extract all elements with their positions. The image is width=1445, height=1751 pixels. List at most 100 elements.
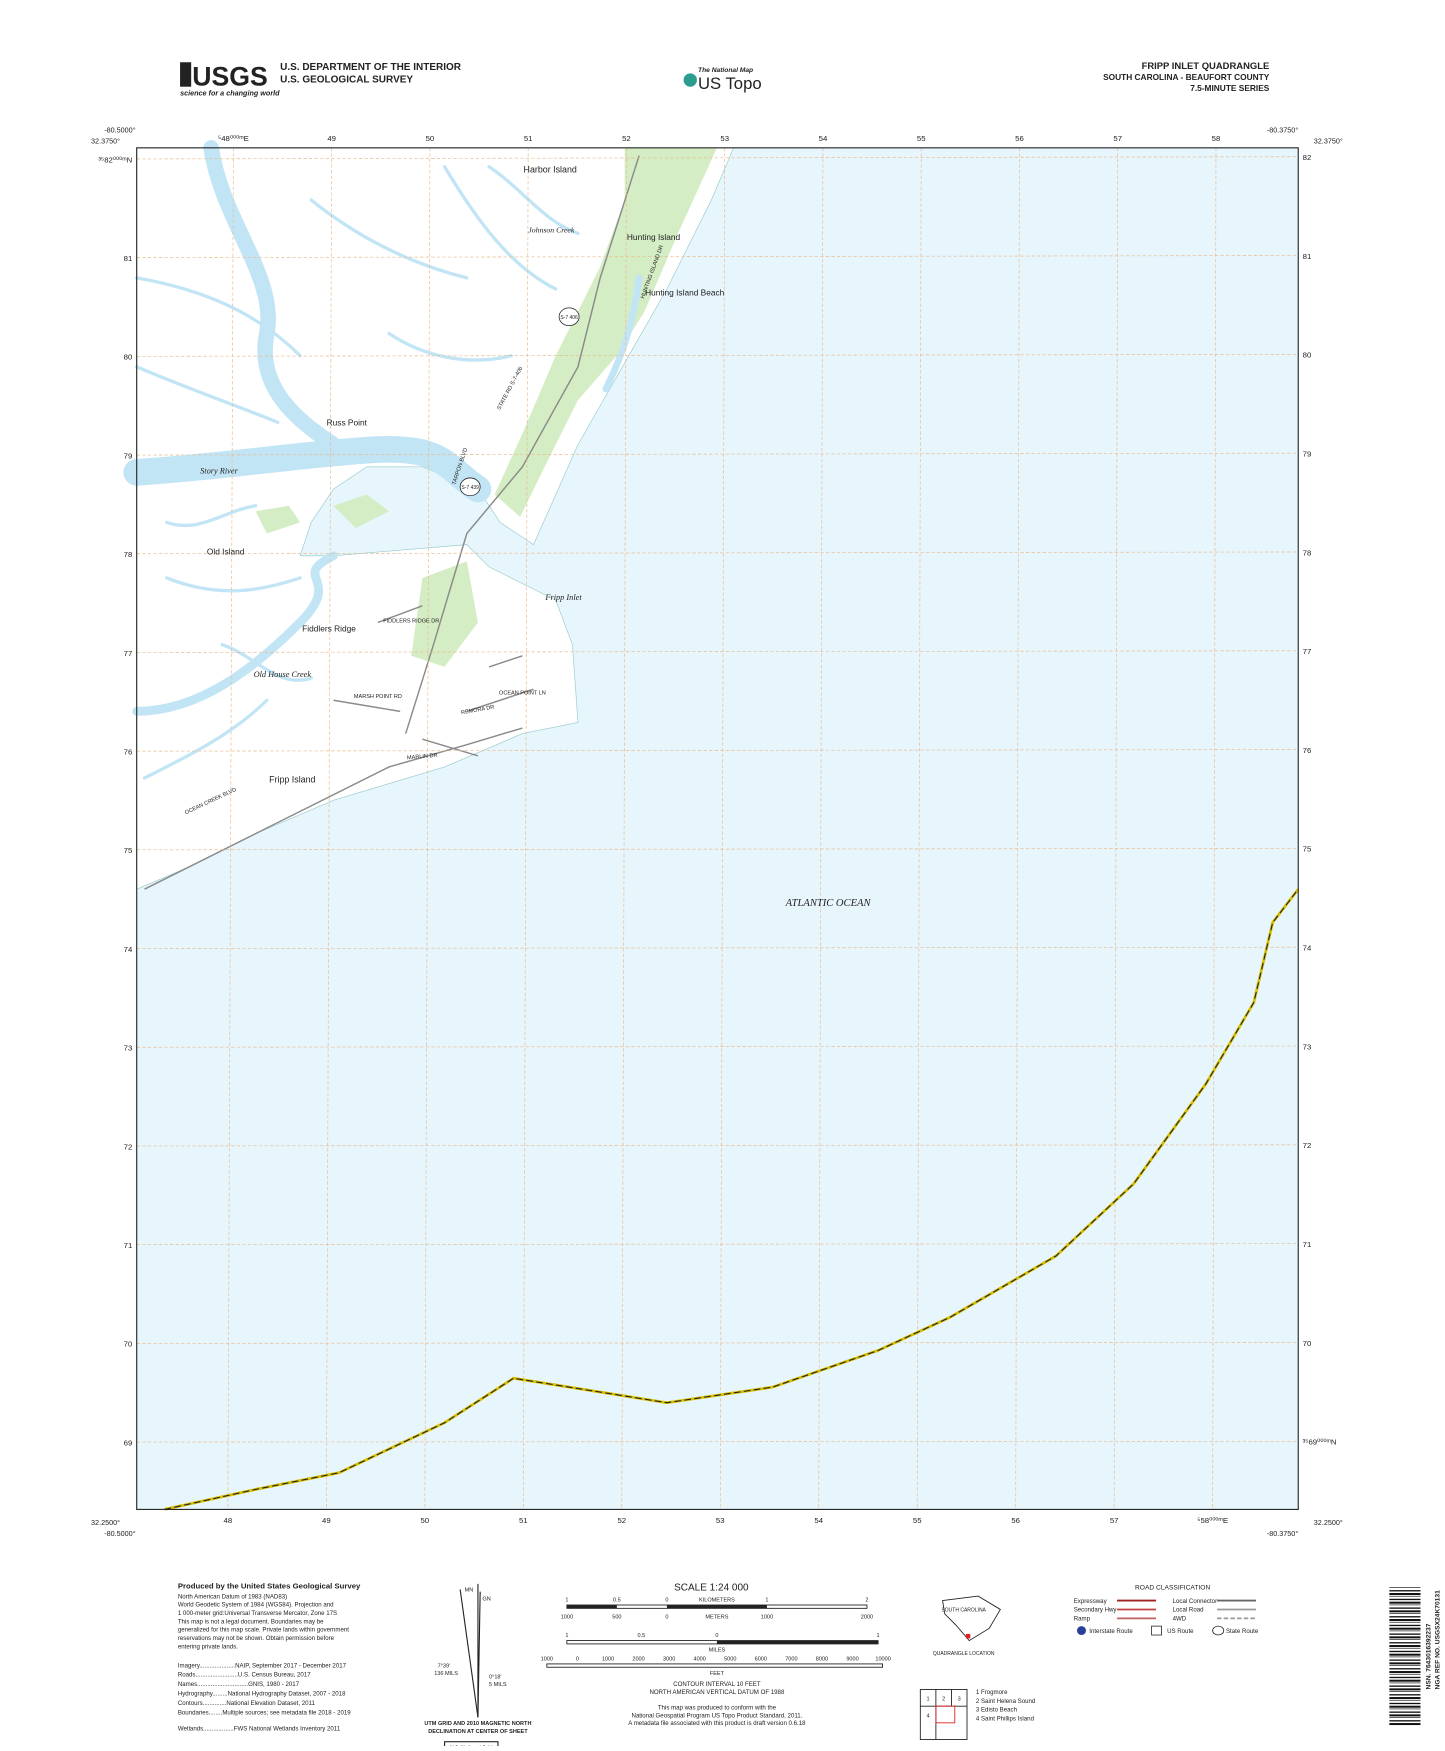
route-shield xyxy=(1213,1626,1224,1635)
note: 1 000-meter grid:Universal Transverse Me… xyxy=(178,1610,337,1617)
easting-label: 49 xyxy=(322,1516,331,1525)
corner-coordinate: 32.3750° xyxy=(1314,136,1343,145)
scale-label: 5000 xyxy=(724,1657,736,1663)
scale-unit: METERS xyxy=(705,1614,728,1620)
barcode-bar xyxy=(1389,1709,1420,1710)
quad-marker xyxy=(936,1706,955,1723)
barcode-bar xyxy=(1389,1633,1420,1634)
barcode-bar xyxy=(1389,1648,1420,1649)
easting-label: 51 xyxy=(519,1516,528,1525)
adjoining-name: 2 Saint Helena Sound xyxy=(976,1698,1035,1705)
northing-label: 79 xyxy=(124,451,133,460)
note: reservations may not be shown. Obtain pe… xyxy=(178,1635,335,1642)
northing-label: 76 xyxy=(124,747,133,756)
route-shield-label: S-7 406 xyxy=(560,315,578,321)
barcode-bar xyxy=(1389,1607,1420,1608)
scale-unit: MILES xyxy=(709,1648,726,1654)
barcode-bar xyxy=(1389,1593,1420,1595)
barcode-bar xyxy=(1389,1587,1420,1588)
barcode-bar xyxy=(1389,1717,1420,1718)
declination-caption: UTM GRID AND 2010 MAGNETIC NORTH xyxy=(424,1721,531,1727)
northing-label: 73 xyxy=(124,1044,133,1053)
corner-coordinate: 32.3750° xyxy=(91,136,120,145)
declination-diagram xyxy=(460,1584,480,1717)
easting-label: 57 xyxy=(1110,1516,1119,1525)
road-legend-label: Expressway xyxy=(1074,1598,1108,1605)
northing-label: 76 xyxy=(1303,746,1312,755)
northing-label: 78 xyxy=(124,550,133,559)
declination-caption: DECLINATION AT CENTER OF SHEET xyxy=(428,1729,528,1735)
declination-label: MN xyxy=(465,1588,474,1594)
scale-label: 1 xyxy=(765,1598,768,1604)
easting-label: 56 xyxy=(1015,134,1024,143)
adjoining-name: 3 Edisto Beach xyxy=(976,1707,1017,1714)
scale-bar xyxy=(667,1605,767,1608)
agency: U.S. DEPARTMENT OF THE INTERIOR xyxy=(280,62,462,73)
easting-label: 53 xyxy=(720,134,729,143)
barcode-bar xyxy=(1389,1700,1420,1701)
contour-note: CONTOUR INTERVAL 10 FEET xyxy=(673,1681,761,1688)
scale-label: 0 xyxy=(665,1614,668,1620)
northing-label: 75 xyxy=(1303,845,1312,854)
place-name: Fiddlers Ridge xyxy=(302,623,356,633)
northing-label: 81 xyxy=(1303,252,1312,261)
barcode-bar xyxy=(1389,1610,1420,1612)
scale-unit: KILOMETERS xyxy=(699,1598,735,1604)
place-name: Hunting Island xyxy=(627,232,681,242)
barcode-bar xyxy=(1389,1622,1420,1623)
northing-label: 70 xyxy=(124,1340,133,1349)
barcode-bar xyxy=(1389,1625,1420,1626)
adjoining-cell-label: 3 xyxy=(958,1697,961,1703)
place-name: Johnson Creek xyxy=(528,225,575,234)
easting-label: 55 xyxy=(917,134,926,143)
easting-label: 52 xyxy=(617,1516,626,1525)
note: World Geodetic System of 1984 (WGS84). P… xyxy=(178,1602,334,1609)
easting-label: 53 xyxy=(716,1516,725,1525)
barcode-bar xyxy=(1389,1662,1420,1664)
scale-label: 1000 xyxy=(761,1614,773,1620)
easting-label: 48 xyxy=(224,1516,233,1525)
northing-label: 72 xyxy=(124,1142,133,1151)
easting-label: ⁵58⁰⁰⁰ᵐE xyxy=(1197,1516,1228,1525)
declination-label: 0°18' xyxy=(489,1674,502,1680)
barcode-bar xyxy=(1389,1590,1420,1591)
barcode-bar xyxy=(1389,1651,1420,1652)
scale-bar xyxy=(567,1605,617,1608)
northing-label: 78 xyxy=(1303,548,1312,557)
road-legend-title: ROAD CLASSIFICATION xyxy=(1135,1584,1211,1591)
quad-marker xyxy=(966,1634,970,1638)
barcode-bar xyxy=(1389,1602,1420,1604)
northing-label: 72 xyxy=(1303,1141,1312,1150)
barcode-bar xyxy=(1389,1714,1420,1716)
northing-label: 69 xyxy=(124,1438,133,1447)
scale-label: 0 xyxy=(576,1657,579,1663)
standard-note: National Geospatial Program US Topo Prod… xyxy=(631,1712,802,1719)
barcode-bar xyxy=(1389,1642,1420,1643)
standard-note: This map was produced to conform with th… xyxy=(658,1704,777,1711)
route-legend-label: Interstate Route xyxy=(1089,1628,1133,1635)
easting-label: 49 xyxy=(327,134,336,143)
road-legend-label: Local Connector xyxy=(1173,1598,1218,1605)
quad-state: SOUTH CAROLINA - BEAUFORT COUNTY xyxy=(1103,72,1270,82)
state-outline xyxy=(943,1596,1001,1640)
easting-label: 50 xyxy=(420,1516,429,1525)
northing-label: 82 xyxy=(1303,153,1312,162)
barcode-bar xyxy=(1389,1711,1420,1712)
scale-label: 2 xyxy=(865,1598,868,1604)
corner-coordinate: -80.3750° xyxy=(1267,1529,1298,1538)
adjoining-cell-label: 2 xyxy=(942,1697,945,1703)
place-name: Russ Point xyxy=(327,418,368,428)
barcode-bar xyxy=(1389,1677,1420,1678)
barcode-text: NSN. 7643016392237 xyxy=(1426,1623,1433,1689)
easting-label: 51 xyxy=(524,134,533,143)
barcode-bar xyxy=(1389,1657,1420,1658)
road-legend-label: Secondary Hwy xyxy=(1074,1607,1118,1614)
location-caption: QUADRANGLE LOCATION xyxy=(933,1651,995,1657)
barcode-bar xyxy=(1389,1616,1420,1617)
barcode-bar xyxy=(1389,1665,1420,1666)
scale-bar xyxy=(547,1664,883,1667)
scale-label: 9000 xyxy=(846,1657,858,1663)
barcode-bar xyxy=(1389,1703,1420,1704)
place-name: Story River xyxy=(200,466,238,475)
